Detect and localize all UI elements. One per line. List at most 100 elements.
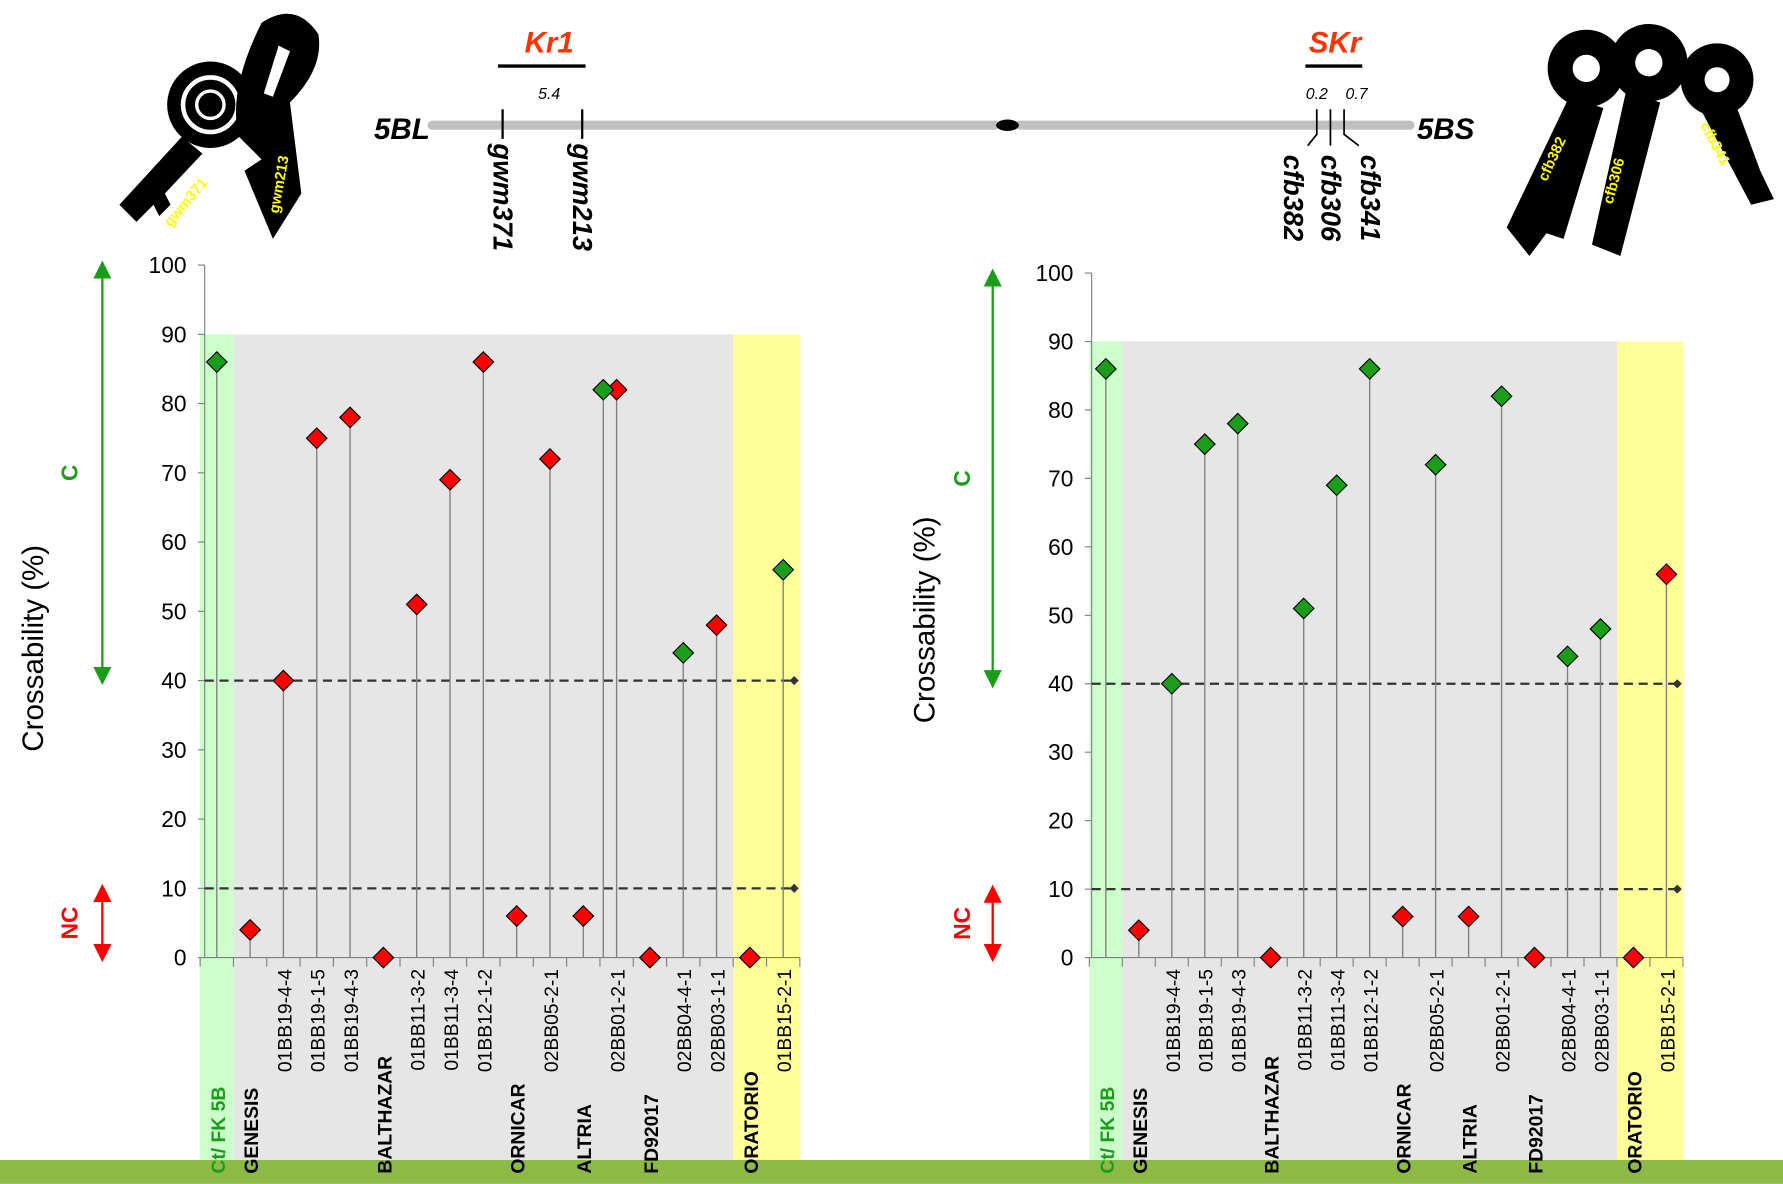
x-tick-label: Ct/ FK 5B: [1098, 1087, 1119, 1174]
x-tick-label: 01BB11-3-4: [442, 969, 463, 1071]
y-tick-label: 0: [1061, 945, 1074, 971]
category-background: [233, 334, 268, 1160]
point: [239, 918, 262, 941]
category-background: [1386, 341, 1420, 1160]
point: [1358, 357, 1381, 380]
marker-label: gwm213: [567, 142, 598, 251]
y-tick-label: 40: [161, 668, 186, 694]
y-axis-title: Crossability (%): [17, 545, 50, 752]
category-background: [733, 334, 768, 1160]
arm-label: 5BS: [1417, 113, 1475, 146]
arm-label: 5BL: [374, 113, 430, 146]
distance-label: 0.7: [1346, 86, 1369, 103]
category-background: [1254, 341, 1288, 1160]
point: [572, 904, 595, 928]
point: [505, 904, 528, 928]
x-tick-label: 01BB12-1-2: [475, 969, 496, 1072]
x-tick-label: FD92017: [642, 1094, 663, 1174]
point: [305, 427, 328, 450]
y-tick-label: 80: [1048, 397, 1073, 423]
point: [1127, 919, 1150, 942]
reference-end: [789, 676, 799, 686]
x-tick-label: 02BB01-2-1: [1494, 969, 1515, 1072]
x-tick-label: 01BB11-3-4: [1329, 969, 1350, 1071]
x-tick-label: GENESIS: [1131, 1088, 1152, 1174]
point: [1226, 412, 1249, 435]
point: [1193, 433, 1216, 456]
x-tick-label: FD92017: [1526, 1094, 1547, 1174]
point: [405, 593, 428, 616]
y-tick-label: 50: [161, 598, 186, 624]
x-tick-label: 01BB15-2-1: [775, 969, 796, 1072]
marker-tick: [1307, 109, 1360, 147]
marker-label: cfb382: [1278, 155, 1309, 241]
point: [339, 406, 362, 429]
point: [672, 641, 695, 664]
y-tick-label: 30: [1048, 739, 1073, 765]
x-tick-label: Ct/ FK 5B: [209, 1087, 230, 1174]
footer-bar: [0, 1159, 1783, 1184]
category-background: [499, 334, 534, 1160]
point: [772, 558, 795, 581]
x-tick-label: 01BB19-4-3: [1230, 969, 1251, 1072]
marker-label: gwm371: [488, 142, 519, 251]
x-tick-label: 02BB03-1-1: [709, 969, 730, 1072]
x-tick-label: 02BB05-2-1: [542, 969, 563, 1072]
point: [538, 447, 562, 471]
y-tick-label: 40: [1048, 671, 1073, 697]
x-tick-label: 01BB19-4-4: [275, 969, 296, 1072]
reference-end: [789, 883, 799, 893]
x-tick-label: ORATORIO: [1625, 1071, 1646, 1173]
centromere: [996, 119, 1019, 131]
y-tick-label: 10: [161, 875, 186, 901]
x-tick-label: BALTHAZAR: [1263, 1056, 1284, 1174]
category-background: [1122, 341, 1156, 1160]
y-tick-label: 80: [161, 391, 186, 417]
y-tick-label: 100: [1036, 260, 1074, 286]
x-tick-label: BALTHAZAR: [375, 1056, 396, 1174]
point: [738, 946, 761, 969]
point: [372, 946, 395, 969]
point: [1556, 645, 1579, 668]
point: [1292, 597, 1315, 620]
point: [205, 350, 228, 374]
reference-end: [1672, 884, 1682, 894]
y-tick-label: 20: [161, 806, 186, 832]
category-background: [1518, 341, 1552, 1160]
point: [1325, 474, 1348, 497]
x-tick-label: 02BB04-4-1: [1559, 969, 1580, 1072]
point: [592, 378, 615, 401]
distance-label: 0.2: [1306, 86, 1328, 103]
y-tick-label: 90: [1048, 328, 1073, 354]
y-tick-label: 50: [1048, 602, 1073, 628]
zone-label: NC: [949, 907, 975, 940]
gene-label: SKr: [1309, 26, 1363, 59]
key-icon: cfb382 cfb306 cfb341: [1506, 24, 1774, 256]
x-tick-label: ORNICAR: [1395, 1083, 1416, 1173]
x-tick-label: ALTRIA: [575, 1104, 596, 1173]
category-background: [566, 334, 601, 1160]
point: [438, 468, 462, 491]
point: [272, 669, 295, 692]
x-tick-label: 01BB19-4-3: [342, 969, 363, 1072]
chromosome-map: Kr1 5.4 5BL gwm371 gwm213 SKr 0.2 0.7 5B…: [374, 26, 1475, 251]
y-tick-label: 60: [1048, 534, 1073, 560]
marker-label: cfb341: [1355, 155, 1386, 241]
y-axis-title: Crossability (%): [909, 516, 942, 723]
y-tick-label: 70: [1048, 465, 1073, 491]
x-tick-label: 02BB03-1-1: [1592, 969, 1613, 1072]
x-tick-label: 01BB11-3-2: [409, 969, 430, 1071]
distance-label: 5.4: [538, 86, 560, 103]
y-tick-label: 70: [161, 460, 186, 486]
point: [1490, 385, 1513, 408]
x-tick-label: 02BB04-4-1: [675, 969, 696, 1072]
point: [1622, 946, 1645, 969]
point: [638, 946, 661, 969]
x-tick-label: 01BB19-1-5: [309, 969, 330, 1072]
point: [1391, 905, 1414, 928]
point: [472, 350, 495, 374]
x-tick-label: 01BB19-4-4: [1164, 969, 1185, 1072]
x-tick-label: 01BB12-1-2: [1362, 969, 1383, 1072]
